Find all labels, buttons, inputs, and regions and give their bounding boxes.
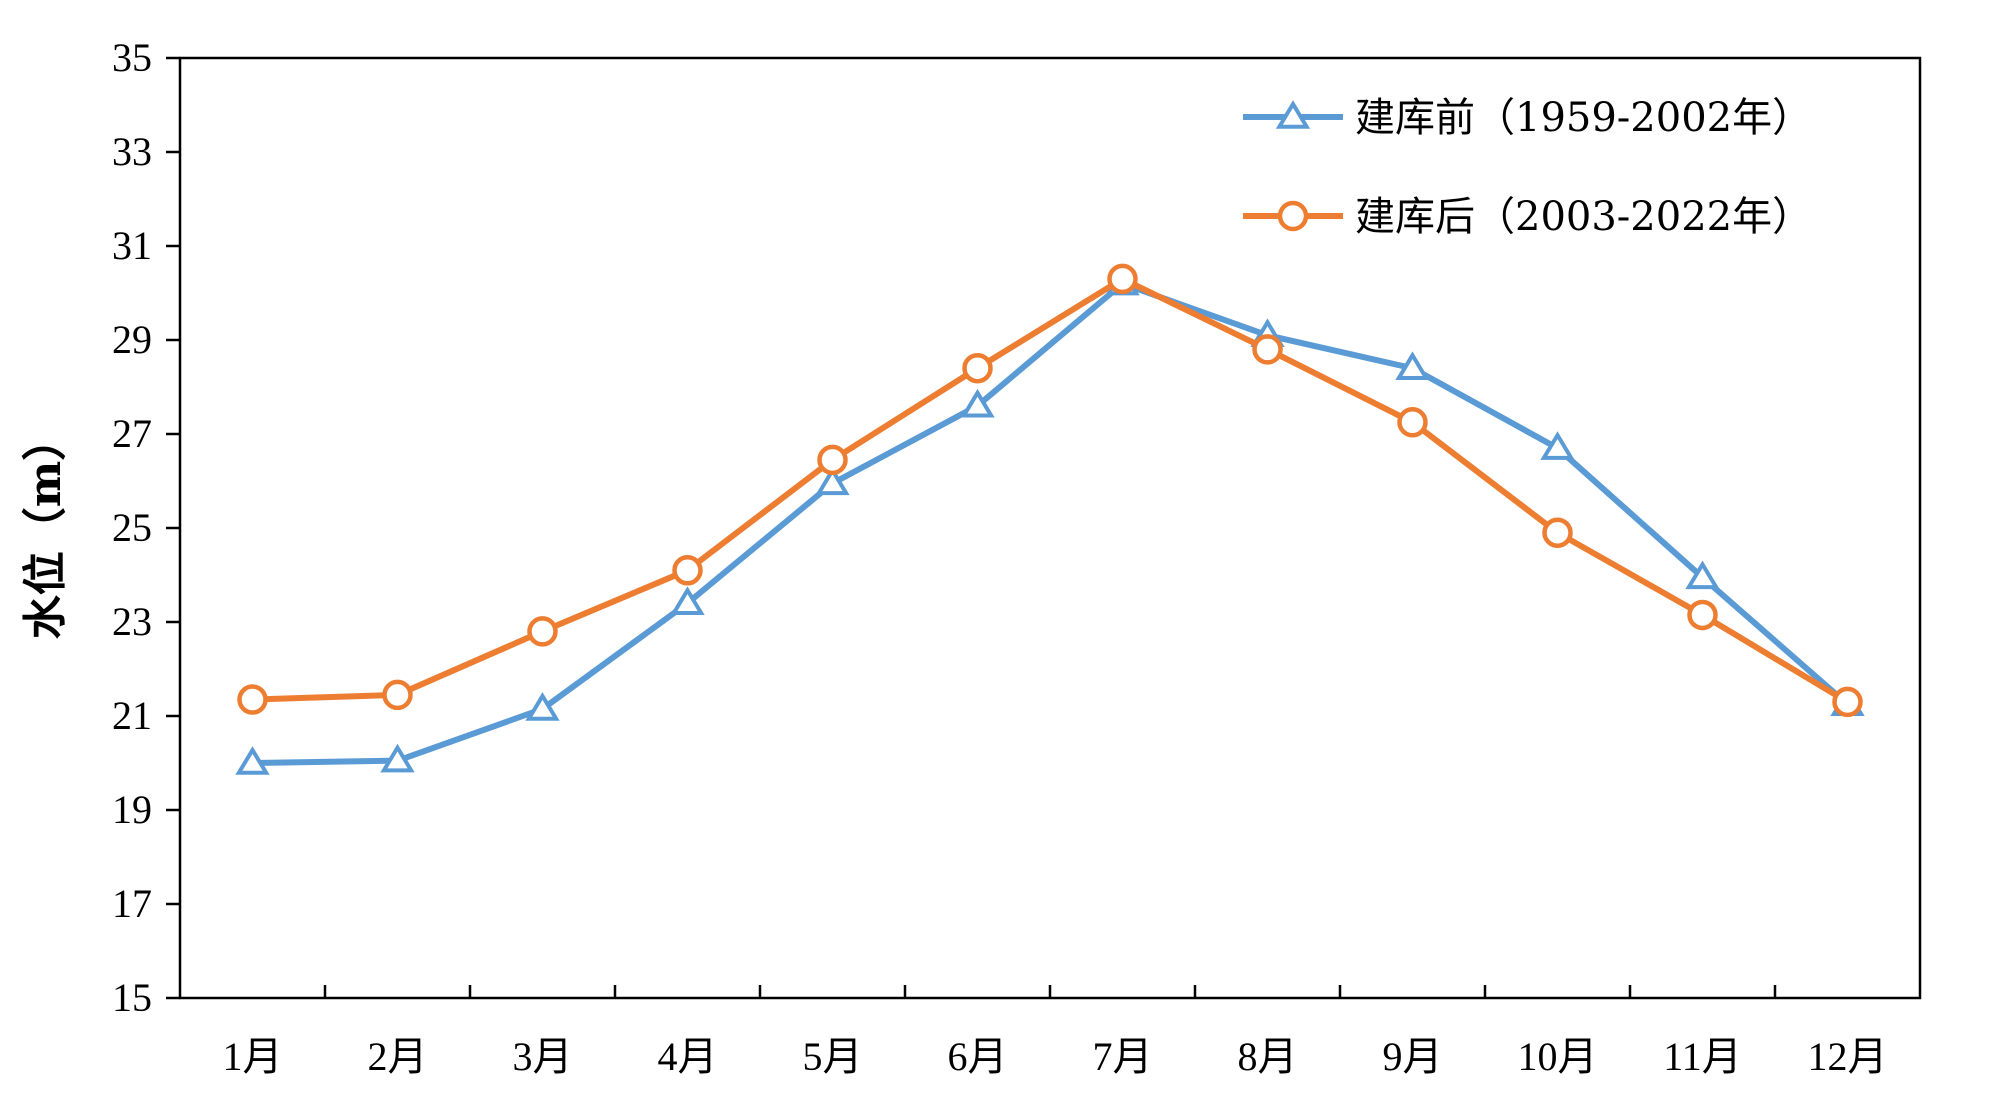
y-tick-label: 17 (112, 881, 152, 926)
data-point (1252, 334, 1283, 365)
series-line (252, 275, 1850, 705)
y-tick-label: 19 (112, 787, 152, 832)
data-point (1395, 351, 1430, 380)
legend-marker (1277, 200, 1309, 232)
data-point (1685, 560, 1720, 590)
legend-label: 建库前（1959-2002年） (1355, 95, 1812, 141)
x-tick-label: 10月 (1518, 1034, 1598, 1079)
data-point (1542, 517, 1573, 548)
data-point (1832, 686, 1863, 718)
legend: 建库前（1959-2002年） 建库后（2003-2022年） (1243, 95, 1812, 240)
x-tick-label: 1月 (223, 1034, 283, 1079)
x-tick-label: 6月 (948, 1034, 1008, 1079)
y-tick-label: 25 (112, 505, 152, 550)
data-point (670, 586, 705, 615)
x-tick-label: 12月 (1808, 1034, 1888, 1079)
data-point (525, 692, 560, 721)
data-point (960, 388, 995, 418)
data-point (1687, 599, 1718, 631)
data-point (815, 466, 850, 496)
series-layer (235, 263, 1865, 775)
x-tick-label: 5月 (803, 1034, 863, 1079)
x-tick-label: 2月 (368, 1034, 428, 1079)
y-tick-label: 15 (112, 975, 152, 1020)
data-point (962, 352, 993, 384)
x-tick-label: 3月 (513, 1034, 573, 1079)
x-tick-label: 4月 (658, 1034, 718, 1079)
y-axis-label: 水位（m） (20, 417, 71, 640)
y-tick-label: 27 (112, 411, 152, 456)
x-tick-label: 8月 (1238, 1034, 1298, 1079)
data-point (237, 684, 268, 715)
data-point (1397, 407, 1428, 438)
data-point (1107, 263, 1138, 295)
data-point (527, 616, 558, 647)
data-point (1540, 431, 1575, 460)
data-point (380, 743, 415, 773)
x-tick-label: 11月 (1663, 1034, 1742, 1079)
series-2 (237, 263, 1863, 718)
x-axis: 1月 2月 3月 4月 5月 6月 7月 8月 9月 10月 11月 12月 (223, 985, 1888, 1079)
plot-area (178, 56, 1922, 1000)
x-tick-label: 9月 (1383, 1034, 1443, 1079)
y-tick-label: 29 (112, 317, 152, 362)
data-point (817, 444, 848, 476)
legend-item: 建库后（2003-2022年） (1243, 194, 1812, 240)
x-tick-label: 7月 (1093, 1034, 1153, 1079)
data-point (672, 555, 703, 586)
y-tick-label: 21 (112, 693, 152, 738)
y-tick-label: 23 (112, 599, 152, 644)
y-axis: 15 17 19 21 23 25 27 29 31 33 35 (112, 35, 180, 1020)
y-tick-label: 33 (112, 129, 152, 174)
y-tick-label: 35 (112, 35, 152, 80)
series-line (252, 280, 1850, 766)
legend-marker (1275, 100, 1311, 129)
legend-label: 建库后（2003-2022年） (1355, 194, 1812, 240)
data-point (382, 679, 413, 711)
legend-item: 建库前（1959-2002年） (1243, 95, 1812, 141)
y-tick-label: 31 (112, 223, 152, 268)
data-point (235, 746, 270, 775)
